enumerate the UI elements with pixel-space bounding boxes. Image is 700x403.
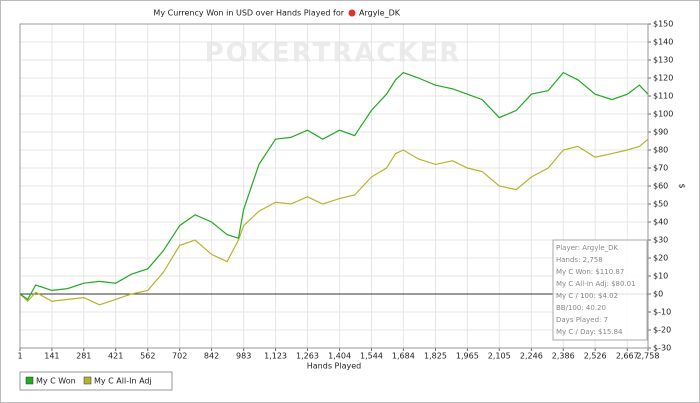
stats-line: Days Played: 7: [556, 316, 608, 324]
y-tick-label: $-20: [653, 326, 671, 335]
y-tick-label: $40: [653, 218, 668, 227]
x-tick-label: 2,386: [552, 352, 575, 361]
y-tick-label: $20: [653, 254, 668, 263]
player-name: Argyle_DK: [359, 9, 401, 18]
stats-line: Player: Argyle_DK: [556, 244, 619, 252]
x-tick-label: 983: [236, 352, 251, 361]
player-icon: [348, 9, 356, 17]
stats-box: [552, 239, 648, 341]
stats-line: Hands: 2,758: [556, 256, 603, 264]
y-tick-label: $90: [653, 128, 668, 137]
y-tick-label: $30: [653, 236, 668, 245]
stats-line: My C All-In Adj: $80.01: [556, 280, 636, 288]
x-tick-label: 421: [108, 352, 123, 361]
x-tick-label: 1,825: [424, 352, 447, 361]
x-tick-label: 1,404: [328, 352, 351, 361]
watermark: POKERTRACKER: [205, 39, 462, 69]
x-tick-label: 562: [140, 352, 155, 361]
x-tick-label: 842: [204, 352, 219, 361]
y-tick-label: $10: [653, 272, 668, 281]
y-tick-label: $50: [653, 200, 668, 209]
x-tick-label: 1,965: [456, 352, 479, 361]
x-tick-label: 1: [17, 352, 22, 361]
stats-line: My C / Day: $15.84: [556, 328, 623, 336]
plot-area: [19, 23, 649, 349]
x-tick-label: 702: [172, 352, 187, 361]
legend-label: My C All-In Adj: [94, 377, 152, 386]
stats-line: My C Won: $110.87: [556, 268, 624, 276]
chart-title: My Currency Won in USD over Hands Played…: [153, 9, 344, 18]
stats-line: BB/100: 40.20: [556, 304, 606, 312]
y-tick-label: $120: [653, 74, 673, 83]
y-tick-label: $0: [653, 290, 663, 299]
x-tick-label: 1,684: [392, 352, 415, 361]
y-tick-label: $80: [653, 146, 668, 155]
x-tick-label: 2,526: [584, 352, 607, 361]
legend-swatch: [25, 376, 34, 385]
x-tick-label: 281: [76, 352, 91, 361]
y-tick-label: $100: [653, 110, 673, 119]
y-tick-label: $60: [653, 182, 668, 191]
y-axis-title: $: [678, 183, 687, 188]
stats-line: My C / 100: $4.02: [556, 292, 618, 300]
x-tick-label: 2,667: [616, 352, 639, 361]
x-tick-label: 1,544: [360, 352, 383, 361]
y-tick-label: $140: [653, 38, 673, 47]
x-tick-label: 1,123: [264, 352, 287, 361]
x-axis-title: Hands Played: [307, 362, 361, 371]
x-tick-label: 2,246: [520, 352, 543, 361]
y-tick-label: $110: [653, 92, 673, 101]
series-line: [19, 71, 649, 301]
x-tick-label: 2,105: [488, 352, 511, 361]
legend-label: My C Won: [36, 377, 76, 386]
y-tick-label: $-10: [653, 308, 671, 317]
legend: [19, 371, 173, 391]
y-tick-label: $130: [653, 56, 673, 65]
y-tick-label: $-30: [653, 344, 671, 353]
x-tick-label: 141: [44, 352, 59, 361]
y-tick-label: $70: [653, 164, 668, 173]
x-tick-label: 2,758: [637, 352, 660, 361]
series-line: [19, 138, 649, 306]
legend-swatch: [83, 376, 92, 385]
x-tick-label: 1,263: [296, 352, 319, 361]
y-tick-label: $150: [653, 20, 673, 29]
